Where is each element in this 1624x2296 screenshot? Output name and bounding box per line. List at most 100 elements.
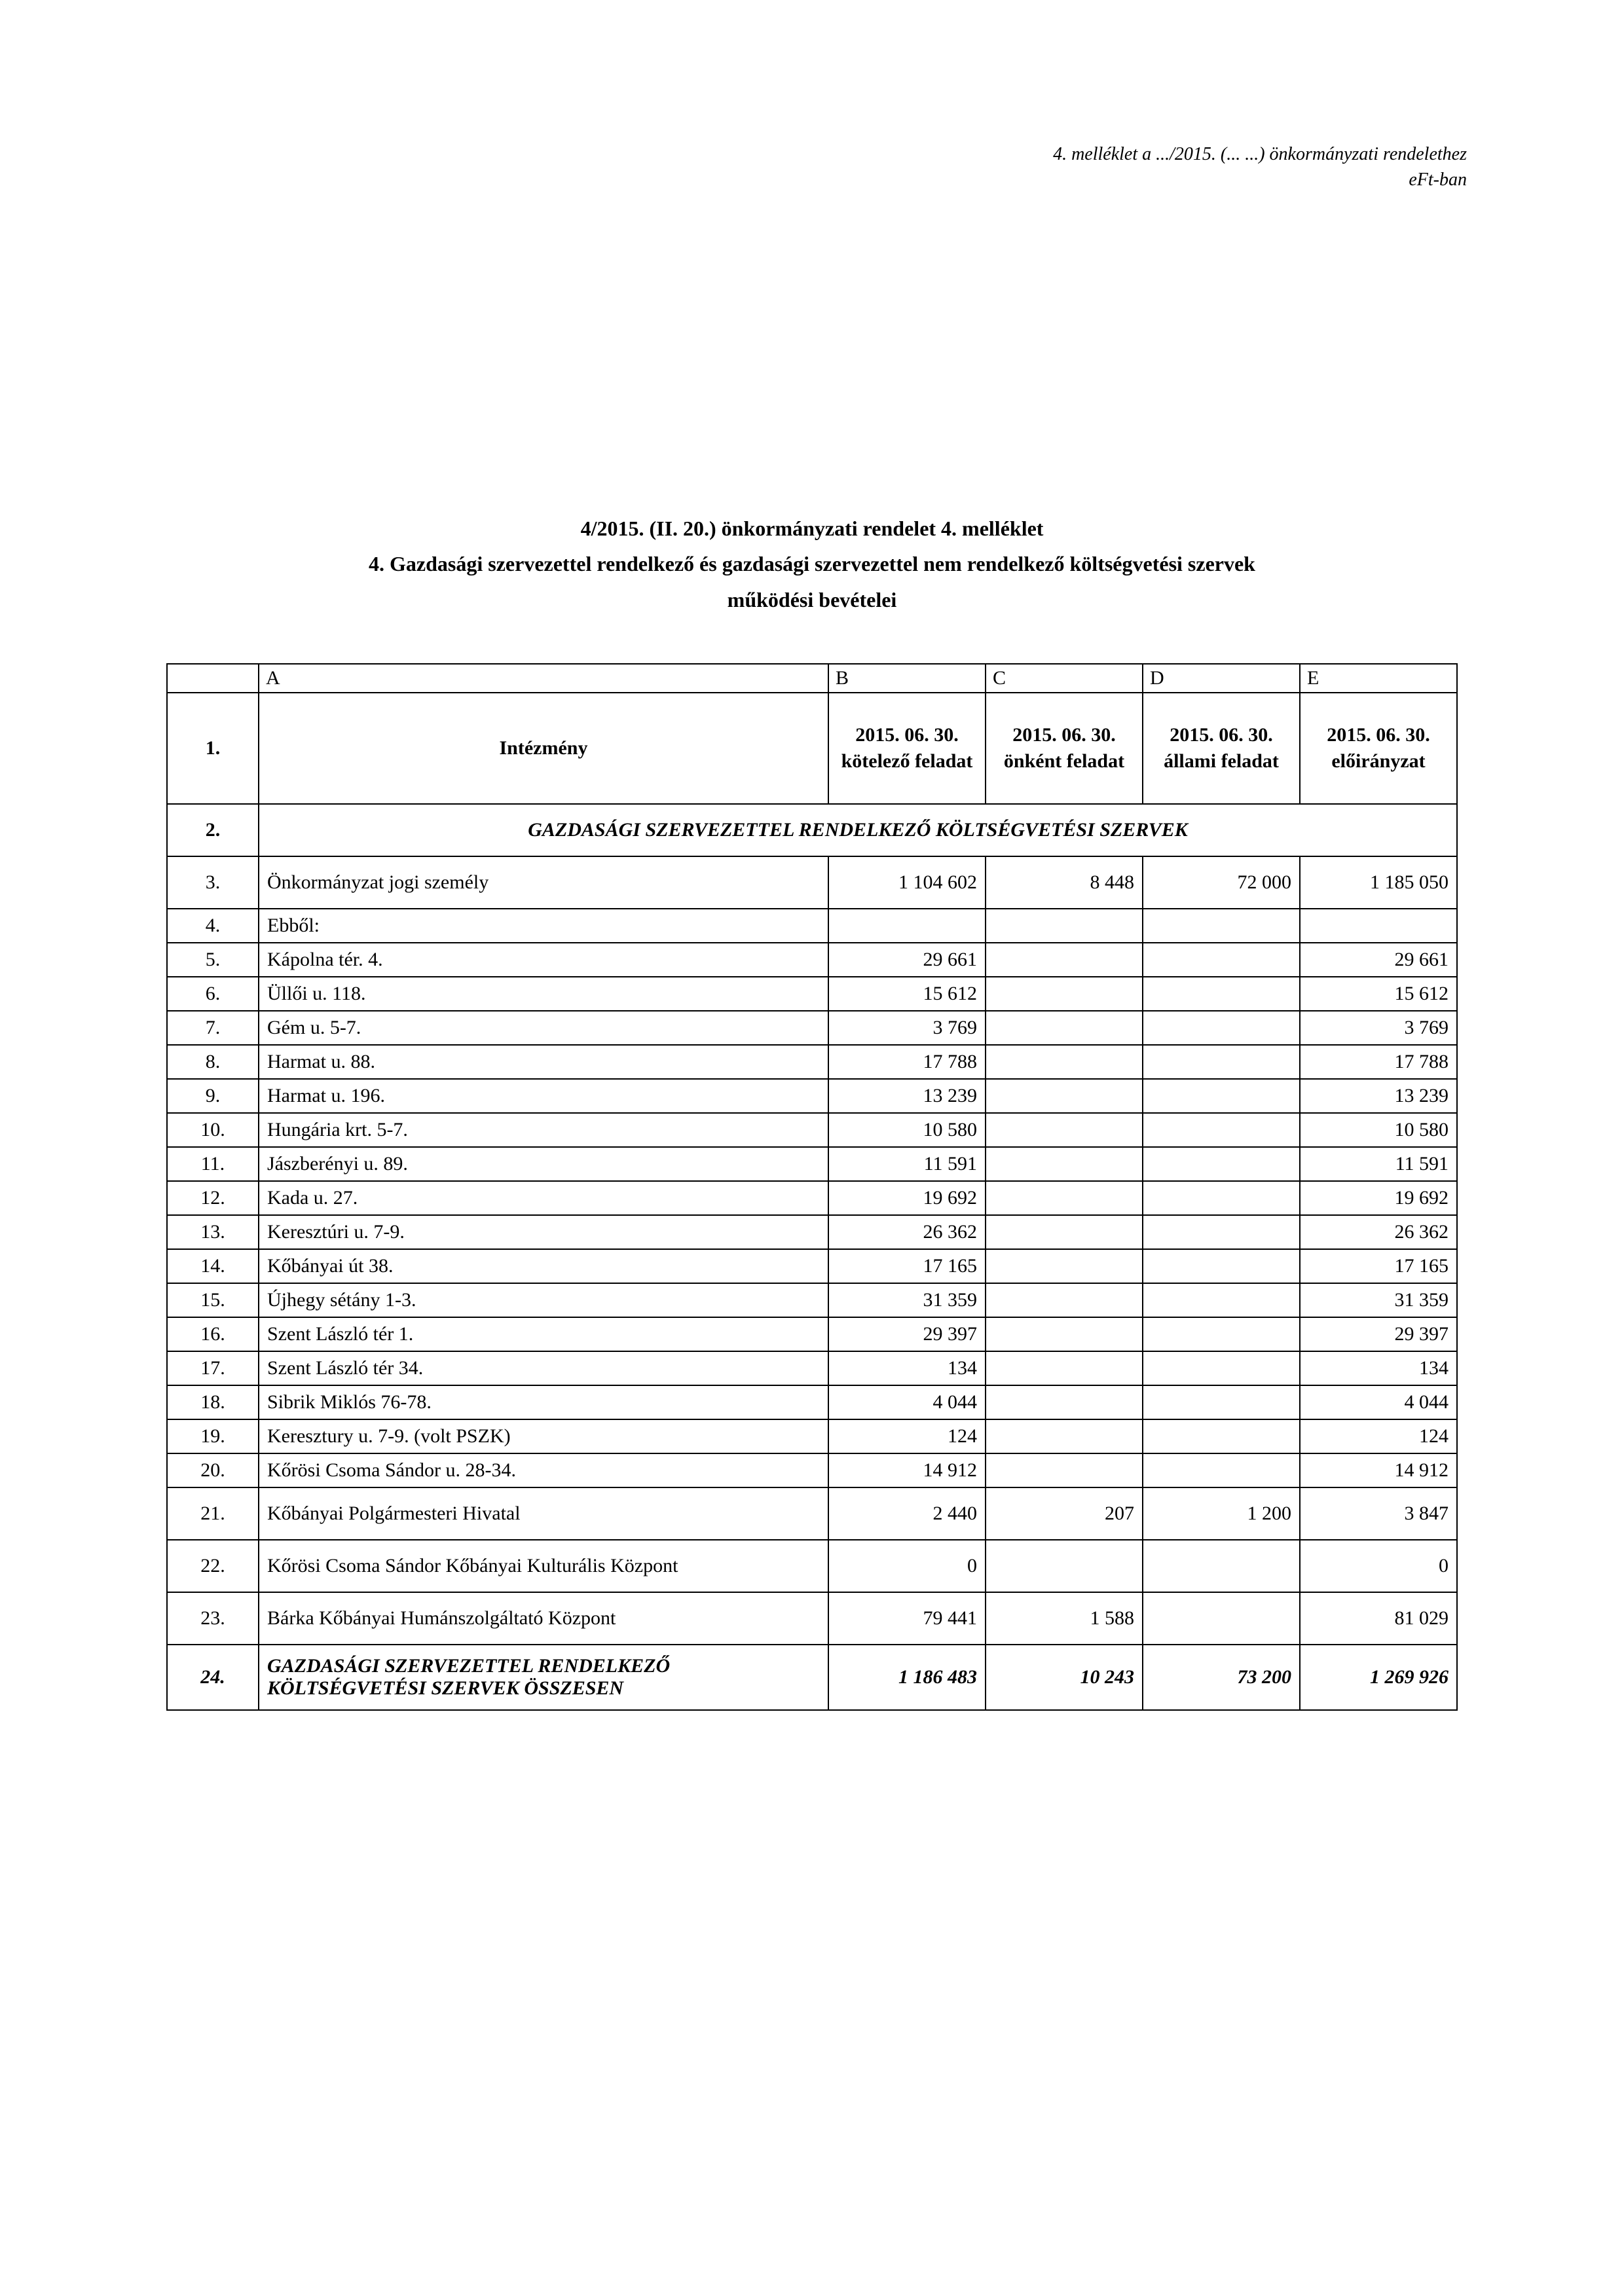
table-row: 6.Üllői u. 118.15 61215 612 <box>167 977 1457 1011</box>
row-val-e: 17 788 <box>1300 1045 1457 1079</box>
row-val-d <box>1143 977 1300 1011</box>
row-name: Keresztúri u. 7-9. <box>259 1215 828 1249</box>
table-row: 9.Harmat u. 196.13 23913 239 <box>167 1079 1457 1113</box>
row-val-e: 15 612 <box>1300 977 1457 1011</box>
column-letter-row: ABCDE <box>167 664 1457 693</box>
row-val-c: 8 448 <box>986 856 1143 909</box>
table-row: 22.Kőrösi Csoma Sándor Kőbányai Kulturál… <box>167 1540 1457 1592</box>
row-val-e: 13 239 <box>1300 1079 1457 1113</box>
row-val-d <box>1143 1385 1300 1419</box>
row-val-e: 0 <box>1300 1540 1457 1592</box>
title-line-1: 4/2015. (II. 20.) önkormányzati rendelet… <box>0 511 1624 546</box>
row-val-c <box>986 1079 1143 1113</box>
table-row: 20.Kőrösi Csoma Sándor u. 28-34.14 91214… <box>167 1453 1457 1487</box>
row-val-d <box>1143 1011 1300 1045</box>
row-val-d <box>1143 1419 1300 1453</box>
total-name: GAZDASÁGI SZERVEZETTEL RENDELKEZŐ KÖLTSÉ… <box>259 1645 828 1710</box>
row-val-b: 13 239 <box>828 1079 986 1113</box>
section-label: GAZDASÁGI SZERVEZETTEL RENDELKEZŐ KÖLTSÉ… <box>259 804 1457 856</box>
row-val-b: 134 <box>828 1351 986 1385</box>
row-name: Kápolna tér. 4. <box>259 943 828 977</box>
row-val-c <box>986 1215 1143 1249</box>
total-num: 24. <box>167 1645 259 1710</box>
row-val-d <box>1143 1540 1300 1592</box>
row-val-b <box>828 909 986 943</box>
row-val-d <box>1143 1079 1300 1113</box>
col-letter-c: C <box>986 664 1143 693</box>
row-val-d: 1 200 <box>1143 1487 1300 1540</box>
row-num: 9. <box>167 1079 259 1113</box>
row-val-c: 1 588 <box>986 1592 1143 1645</box>
row-val-b: 2 440 <box>828 1487 986 1540</box>
row-name: Kőbányai Polgármesteri Hivatal <box>259 1487 828 1540</box>
row-val-b: 0 <box>828 1540 986 1592</box>
row-val-c <box>986 1419 1143 1453</box>
table-row: 3.Önkormányzat jogi személy1 104 6028 44… <box>167 856 1457 909</box>
row-num: 15. <box>167 1283 259 1317</box>
row-name: Szent László tér 1. <box>259 1317 828 1351</box>
row-num: 19. <box>167 1419 259 1453</box>
row-val-c <box>986 943 1143 977</box>
row-val-e: 134 <box>1300 1351 1457 1385</box>
row-val-d <box>1143 1317 1300 1351</box>
table-row: 14.Kőbányai út 38.17 16517 165 <box>167 1249 1457 1283</box>
table-row: 8.Harmat u. 88.17 78817 788 <box>167 1045 1457 1079</box>
row-name: Önkormányzat jogi személy <box>259 856 828 909</box>
row-num: 10. <box>167 1113 259 1147</box>
page: 4. melléklet a .../2015. (... ...) önkor… <box>0 0 1624 2296</box>
row-val-c <box>986 1181 1143 1215</box>
row-val-c <box>986 1453 1143 1487</box>
row-name: Kada u. 27. <box>259 1181 828 1215</box>
title-block: 4/2015. (II. 20.) önkormányzati rendelet… <box>0 511 1624 617</box>
header-col-d: 2015. 06. 30. állami feladat <box>1143 693 1300 804</box>
row-val-b: 19 692 <box>828 1181 986 1215</box>
row-val-b: 15 612 <box>828 977 986 1011</box>
row-name: Gém u. 5-7. <box>259 1011 828 1045</box>
row-num: 14. <box>167 1249 259 1283</box>
title-line-2: 4. Gazdasági szervezettel rendelkező és … <box>0 546 1624 581</box>
row-val-e: 3 847 <box>1300 1487 1457 1540</box>
row-num: 11. <box>167 1147 259 1181</box>
row-num: 16. <box>167 1317 259 1351</box>
row-val-b: 26 362 <box>828 1215 986 1249</box>
row-name: Jászberényi u. 89. <box>259 1147 828 1181</box>
col-letter-d: D <box>1143 664 1300 693</box>
row-name: Keresztury u. 7-9. (volt PSZK) <box>259 1419 828 1453</box>
row-name: Kőrösi Csoma Sándor u. 28-34. <box>259 1453 828 1487</box>
row-val-e: 29 661 <box>1300 943 1457 977</box>
row-name: Ebből: <box>259 909 828 943</box>
row-val-c <box>986 909 1143 943</box>
row-val-b: 1 104 602 <box>828 856 986 909</box>
row-name: Bárka Kőbányai Humánszolgáltató Központ <box>259 1592 828 1645</box>
header-right: 4. melléklet a .../2015. (... ...) önkor… <box>1053 141 1467 192</box>
row-val-d <box>1143 1453 1300 1487</box>
row-val-d: 72 000 <box>1143 856 1300 909</box>
row-name: Harmat u. 196. <box>259 1079 828 1113</box>
row-num: 17. <box>167 1351 259 1385</box>
budget-table: ABCDE1.Intézmény2015. 06. 30. kötelező f… <box>166 663 1458 1711</box>
row-val-c <box>986 1351 1143 1385</box>
col-letter-a: A <box>259 664 828 693</box>
table-row: 23.Bárka Kőbányai Humánszolgáltató Közpo… <box>167 1592 1457 1645</box>
row-val-e: 26 362 <box>1300 1215 1457 1249</box>
row-val-d <box>1143 943 1300 977</box>
row-val-e: 10 580 <box>1300 1113 1457 1147</box>
row-val-e: 3 769 <box>1300 1011 1457 1045</box>
header-num: 1. <box>167 693 259 804</box>
row-val-e: 14 912 <box>1300 1453 1457 1487</box>
total-c: 10 243 <box>986 1645 1143 1710</box>
total-b: 1 186 483 <box>828 1645 986 1710</box>
row-val-d <box>1143 1592 1300 1645</box>
row-val-c <box>986 1283 1143 1317</box>
total-row: 24.GAZDASÁGI SZERVEZETTEL RENDELKEZŐ KÖL… <box>167 1645 1457 1710</box>
row-num: 20. <box>167 1453 259 1487</box>
row-val-c <box>986 977 1143 1011</box>
row-val-c <box>986 1249 1143 1283</box>
row-val-e: 1 185 050 <box>1300 856 1457 909</box>
row-val-b: 29 397 <box>828 1317 986 1351</box>
header-col-c: 2015. 06. 30. önként feladat <box>986 693 1143 804</box>
row-num: 5. <box>167 943 259 977</box>
table-row: 5.Kápolna tér. 4.29 66129 661 <box>167 943 1457 977</box>
row-val-d <box>1143 1351 1300 1385</box>
row-val-c <box>986 1011 1143 1045</box>
